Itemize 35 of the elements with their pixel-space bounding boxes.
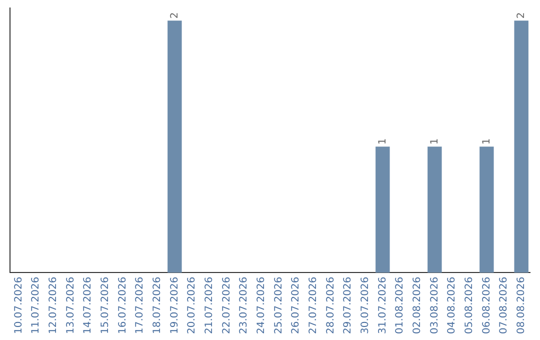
x-tick-label: 15.07.2026 [100,276,111,334]
x-tick-label: 07.08.2026 [498,276,510,334]
x-tick-label: 23.07.2026 [238,276,250,334]
x-tick-label: 28.07.2026 [325,276,336,334]
x-tick-label: 11.07.2026 [30,276,42,334]
x-tick-label: 31.07.2026 [377,276,388,334]
data-label: 2 [516,12,527,19]
x-tick-label: 18.07.2026 [152,276,163,334]
x-tick-label: 27.07.2026 [308,276,319,334]
x-tick-label: 13.07.2026 [65,276,76,334]
x-tick-label: 01.08.2026 [394,276,406,334]
data-label: 1 [481,138,492,145]
x-tick-label: 03.08.2026 [429,276,440,334]
x-tick-label: 25.07.2026 [273,276,284,334]
data-label: 1 [429,138,440,145]
x-tick-label: 29.07.2026 [342,276,354,334]
x-tick-label: 08.08.2026 [516,276,527,334]
x-tick-label: 06.08.2026 [481,276,492,334]
data-label: 1 [377,138,388,145]
x-tick-label: 20.07.2026 [186,276,198,334]
x-tick-label: 24.07.2026 [256,276,267,334]
x-tick-label: 19.07.2026 [169,276,180,334]
data-label: 2 [169,12,180,19]
x-tick-label: 02.08.2026 [412,276,423,334]
x-tick-label: 04.08.2026 [446,276,458,334]
x-tick-label: 22.07.2026 [221,276,232,334]
x-tick-label: 26.07.2026 [290,276,302,334]
x-tick-label: 16.07.2026 [117,276,128,334]
x-tick-label: 05.08.2026 [464,276,475,334]
x-tick-label: 17.07.2026 [134,276,146,334]
x-tick-label: 21.07.2026 [204,276,215,334]
x-tick-label: 30.07.2026 [360,276,371,334]
x-tick-label: 14.07.2026 [82,276,94,334]
x-tick-label: 12.07.2026 [48,276,59,334]
x-tick-label: 10.07.2026 [13,276,24,334]
